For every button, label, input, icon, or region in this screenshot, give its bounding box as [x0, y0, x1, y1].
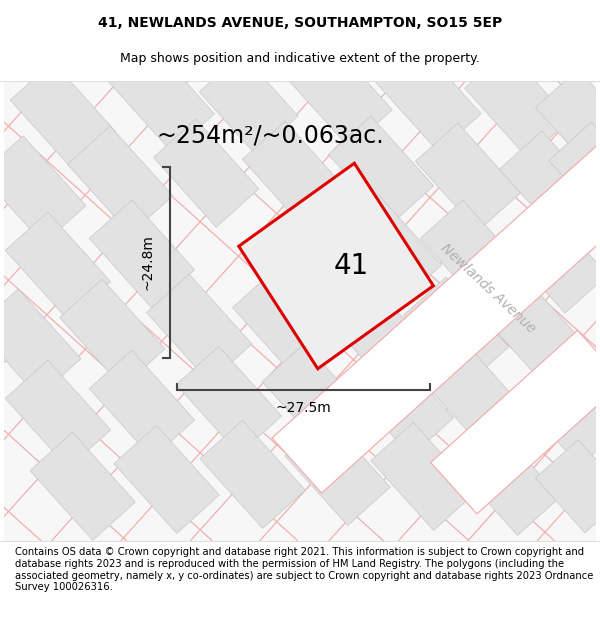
Polygon shape: [499, 131, 600, 239]
Text: 41: 41: [333, 252, 368, 280]
Polygon shape: [319, 271, 424, 379]
Polygon shape: [89, 200, 194, 308]
Polygon shape: [432, 353, 538, 461]
Polygon shape: [535, 439, 600, 533]
Polygon shape: [176, 346, 281, 454]
Polygon shape: [272, 94, 600, 493]
Polygon shape: [415, 123, 521, 231]
Text: Contains OS data © Crown copyright and database right 2021. This information is : Contains OS data © Crown copyright and d…: [15, 548, 593, 592]
Polygon shape: [109, 44, 214, 152]
Polygon shape: [348, 348, 454, 456]
Text: 41, NEWLANDS AVENUE, SOUTHAMPTON, SO15 5EP: 41, NEWLANDS AVENUE, SOUTHAMPTON, SO15 5…: [98, 16, 502, 30]
Polygon shape: [5, 360, 110, 468]
Text: ~27.5m: ~27.5m: [275, 401, 331, 415]
Polygon shape: [114, 426, 220, 533]
Polygon shape: [30, 432, 136, 541]
Text: ~254m²/~0.063ac.: ~254m²/~0.063ac.: [157, 124, 384, 148]
Polygon shape: [10, 62, 116, 170]
Polygon shape: [328, 116, 434, 224]
Polygon shape: [262, 343, 368, 451]
Polygon shape: [502, 205, 600, 313]
Polygon shape: [420, 200, 526, 308]
Polygon shape: [336, 195, 442, 303]
Polygon shape: [89, 350, 194, 458]
Polygon shape: [199, 54, 298, 154]
Polygon shape: [59, 279, 165, 388]
Polygon shape: [232, 269, 338, 378]
Polygon shape: [464, 50, 570, 158]
Text: Newlands Avenue: Newlands Avenue: [437, 241, 538, 336]
Polygon shape: [146, 274, 252, 382]
Polygon shape: [0, 289, 81, 397]
Polygon shape: [68, 126, 173, 234]
Polygon shape: [431, 330, 600, 514]
Polygon shape: [287, 40, 392, 148]
Polygon shape: [239, 163, 433, 369]
Text: ~24.8m: ~24.8m: [141, 234, 155, 291]
Polygon shape: [154, 119, 259, 227]
Polygon shape: [455, 428, 560, 536]
Polygon shape: [242, 121, 348, 229]
Polygon shape: [5, 212, 110, 320]
Polygon shape: [371, 422, 476, 531]
Text: Map shows position and indicative extent of the property.: Map shows position and indicative extent…: [120, 52, 480, 65]
Polygon shape: [487, 283, 593, 391]
Polygon shape: [285, 418, 390, 526]
Polygon shape: [517, 358, 600, 466]
Polygon shape: [200, 421, 305, 529]
Polygon shape: [376, 44, 481, 152]
Polygon shape: [535, 69, 600, 162]
Polygon shape: [548, 122, 600, 208]
Polygon shape: [0, 136, 86, 244]
Polygon shape: [403, 277, 509, 385]
